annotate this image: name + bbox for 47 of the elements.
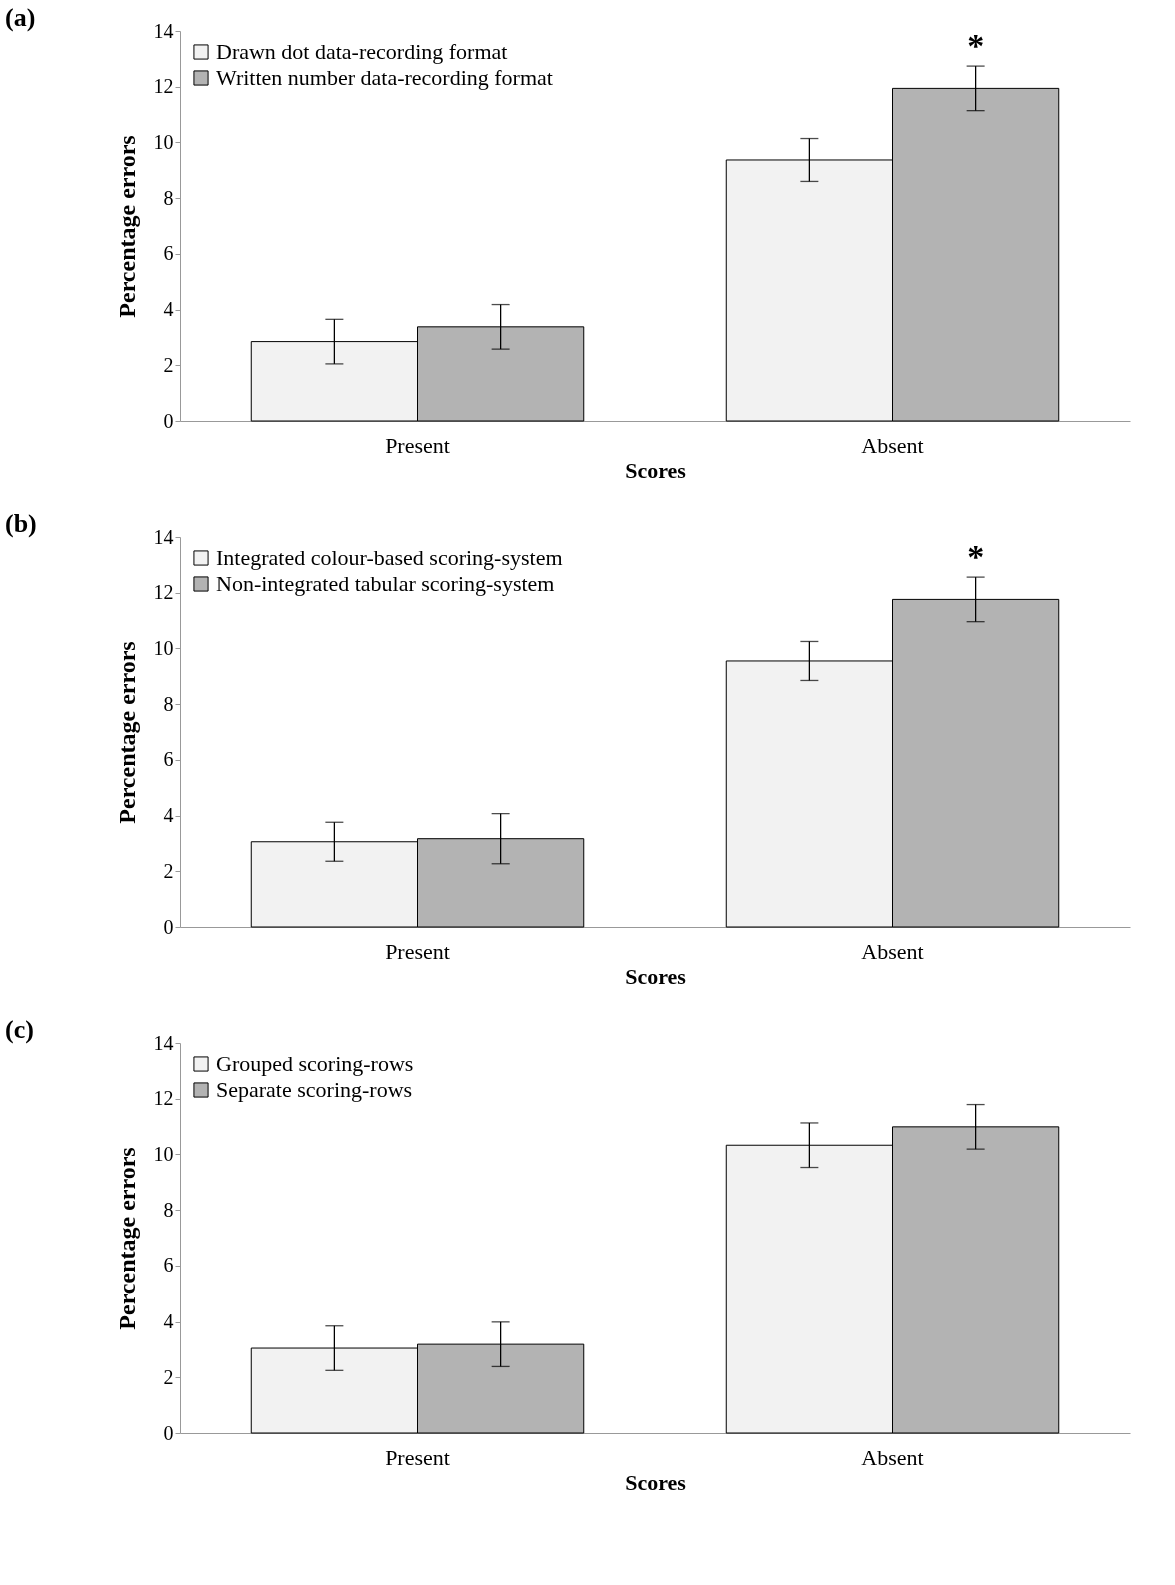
y-tick-label: 4 (163, 298, 174, 321)
y-tick-label: 8 (163, 186, 174, 209)
y-tick-label: 12 (153, 75, 174, 98)
y-axis-title: Percentage errors (113, 135, 140, 318)
y-tick-label: 10 (153, 636, 174, 659)
y-tick-label: 6 (163, 748, 174, 771)
y-tick-label: 4 (163, 1310, 174, 1333)
y-tick-label: 10 (153, 130, 174, 153)
y-tick-label: 12 (153, 1087, 174, 1110)
y-tick-label: 14 (153, 19, 174, 42)
y-tick-label: 12 (153, 581, 174, 604)
y-tick-label: 8 (163, 692, 174, 715)
x-tick-label: Absent (861, 432, 924, 458)
y-tick-label: 10 (153, 1142, 174, 1165)
y-tick-label: 6 (163, 1254, 174, 1277)
x-axis-title: Scores (625, 963, 687, 989)
legend-label: Grouped scoring-rows (216, 1051, 414, 1076)
x-axis-title: Scores (625, 457, 687, 483)
x-tick-label: Present (385, 1444, 450, 1470)
annotation: * (967, 538, 985, 576)
y-tick-label: 0 (163, 915, 174, 938)
y-tick-label: 14 (153, 525, 174, 548)
legend-label: Separate scoring-rows (216, 1077, 413, 1102)
y-tick-label: 14 (153, 1031, 174, 1054)
y-tick-label: 0 (163, 409, 174, 432)
y-axis-title: Percentage errors (113, 641, 140, 824)
y-tick-label: 2 (163, 1365, 174, 1388)
x-tick-label: Present (385, 938, 450, 964)
legend-label: Written number data-recording format (216, 65, 553, 90)
y-tick-label: 8 (163, 1198, 174, 1221)
y-tick-label: 0 (163, 1421, 174, 1444)
y-tick-label: 6 (163, 242, 174, 265)
x-tick-label: Absent (861, 1444, 924, 1470)
chart-title: (c) (5, 1015, 34, 1044)
y-tick-label: 2 (163, 353, 174, 376)
x-tick-label: Present (385, 432, 450, 458)
x-axis-title: Scores (625, 1469, 687, 1495)
legend-label: Non-integrated tabular scoring-system (216, 571, 555, 596)
y-tick-label: 4 (163, 804, 174, 827)
y-axis-title: Percentage errors (113, 1147, 140, 1330)
legend-label: Drawn dot data-recording format (216, 39, 508, 64)
chart-title: (a) (5, 3, 36, 32)
y-tick-label: 2 (163, 859, 174, 882)
annotation: * (967, 27, 985, 65)
chart-title: (b) (5, 509, 37, 538)
x-tick-label: Absent (861, 938, 924, 964)
legend-label: Integrated colour-based scoring-system (216, 545, 563, 570)
